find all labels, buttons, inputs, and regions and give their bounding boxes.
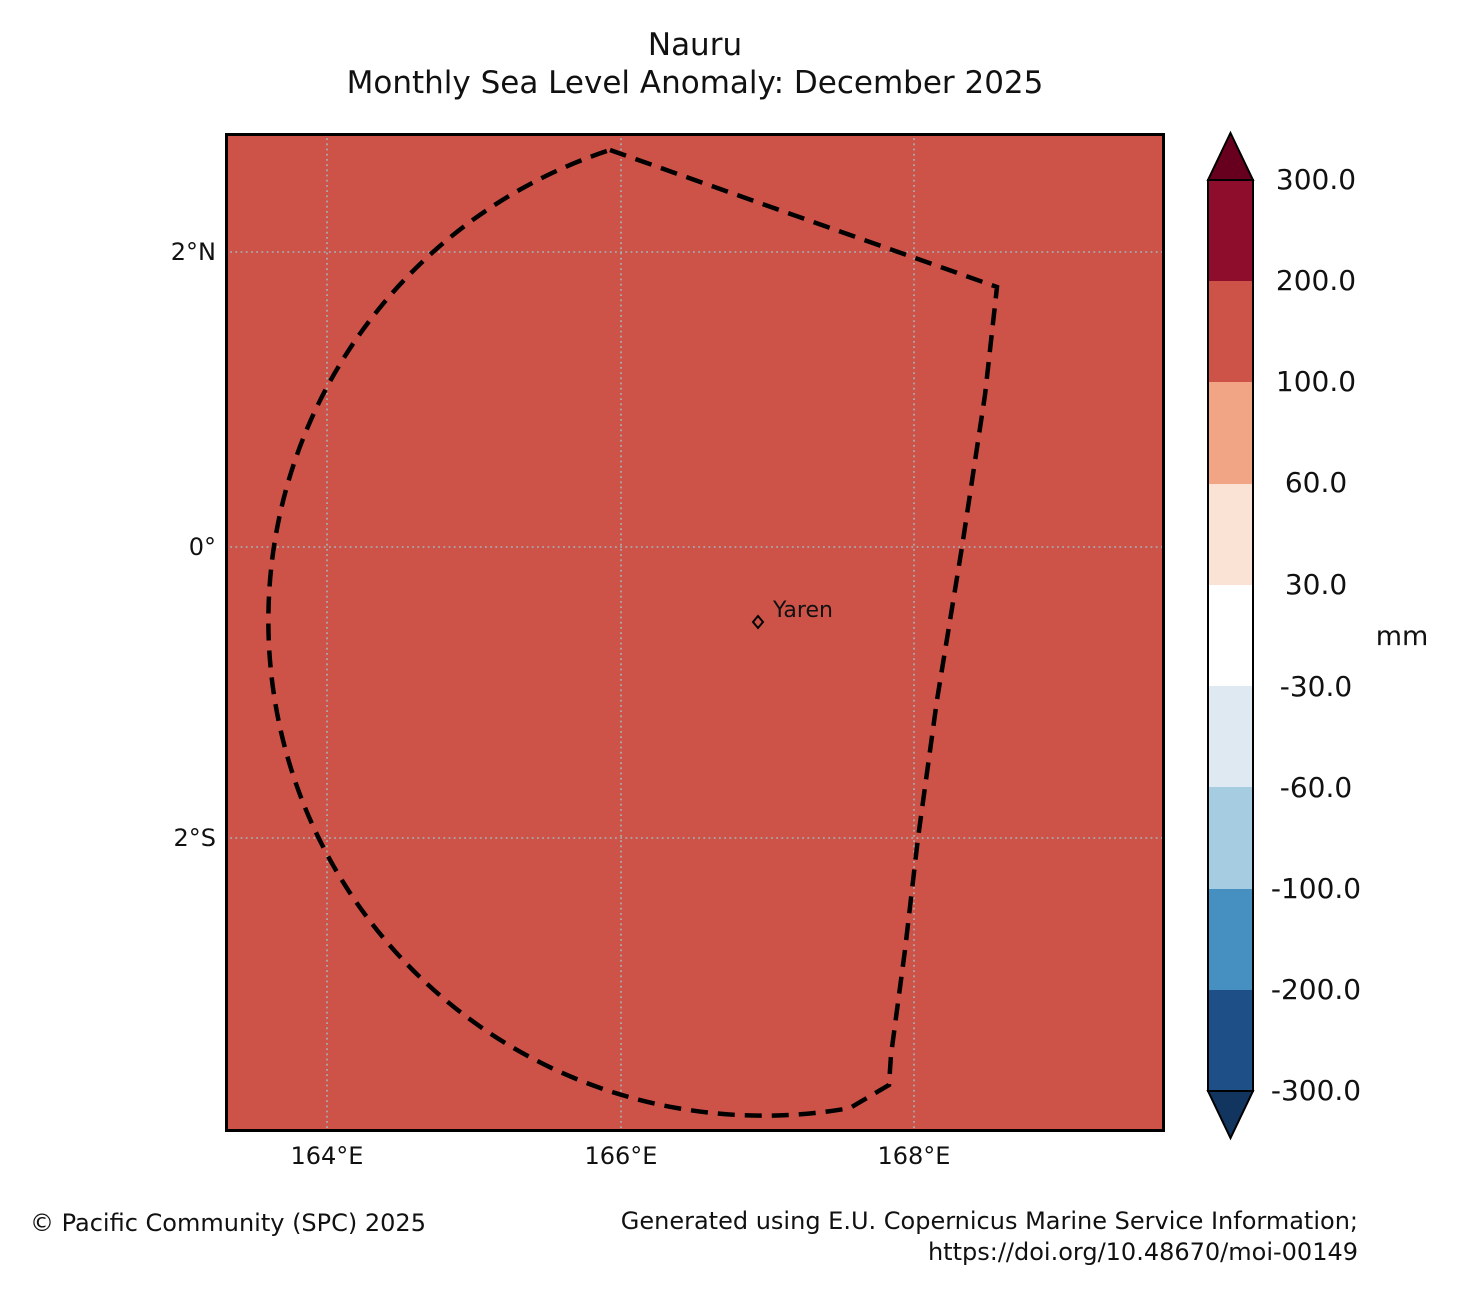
page-title: Nauru	[647, 27, 743, 63]
colorbar-tick: -300.0	[1270, 1074, 1362, 1107]
colorbar-segment	[1208, 686, 1253, 787]
footer-attribution-line1: Generated using E.U. Copernicus Marine S…	[620, 1207, 1358, 1235]
colorbar-segment	[1208, 382, 1253, 484]
place-label-yaren: Yaren	[773, 598, 833, 623]
colorbar-tick: 300.0	[1275, 163, 1357, 196]
colorbar-segment	[1208, 990, 1253, 1091]
colorbar-tick: 200.0	[1275, 264, 1357, 297]
colorbar-over-arrow	[1206, 130, 1255, 181]
footer-copyright: © Pacific Community (SPC) 2025	[30, 1209, 426, 1237]
lat-label-2s: 2°S	[173, 824, 216, 852]
map-border	[225, 133, 1165, 1132]
footer-attribution: Generated using E.U. Copernicus Marine S…	[621, 1206, 1358, 1268]
colorbar-under-arrow	[1206, 1090, 1255, 1141]
colorbar-segment	[1208, 180, 1253, 281]
eez-boundary-line	[266, 147, 1000, 1118]
graticule	[225, 133, 1165, 1132]
lon-label-164e: 164°E	[290, 1142, 364, 1170]
colorbar-tick: -30.0	[1279, 670, 1353, 703]
colorbar-tick: 30.0	[1284, 568, 1348, 601]
colorbar-tick: -60.0	[1279, 771, 1353, 804]
island-marker-icon	[751, 614, 765, 630]
footer-attribution-line2: https://doi.org/10.48670/moi-00149	[927, 1238, 1358, 1266]
lat-label-2n: 2°N	[170, 238, 216, 266]
map-canvas	[225, 133, 1165, 1132]
colorbar-tick: -200.0	[1270, 973, 1362, 1006]
colorbar-segment	[1208, 484, 1253, 585]
colorbar-segment	[1208, 787, 1253, 889]
colorbar-segment	[1208, 585, 1253, 686]
colorbar-unit-label: mm	[1375, 621, 1429, 652]
colorbar-tick: -100.0	[1270, 872, 1362, 905]
colorbar-tick: 60.0	[1284, 466, 1348, 499]
colorbar-segment	[1208, 889, 1253, 990]
colorbar-segment	[1208, 281, 1253, 382]
lat-label-0: 0°	[188, 533, 216, 561]
lon-label-166e: 166°E	[584, 1142, 658, 1170]
lon-label-168e: 168°E	[877, 1142, 951, 1170]
colorbar	[1206, 130, 1255, 1141]
sea-fill	[225, 133, 1165, 1132]
colorbar-tick: 100.0	[1275, 365, 1357, 398]
map-panel: Yaren	[225, 133, 1165, 1132]
page-subtitle: Monthly Sea Level Anomaly: December 2025	[346, 65, 1044, 101]
